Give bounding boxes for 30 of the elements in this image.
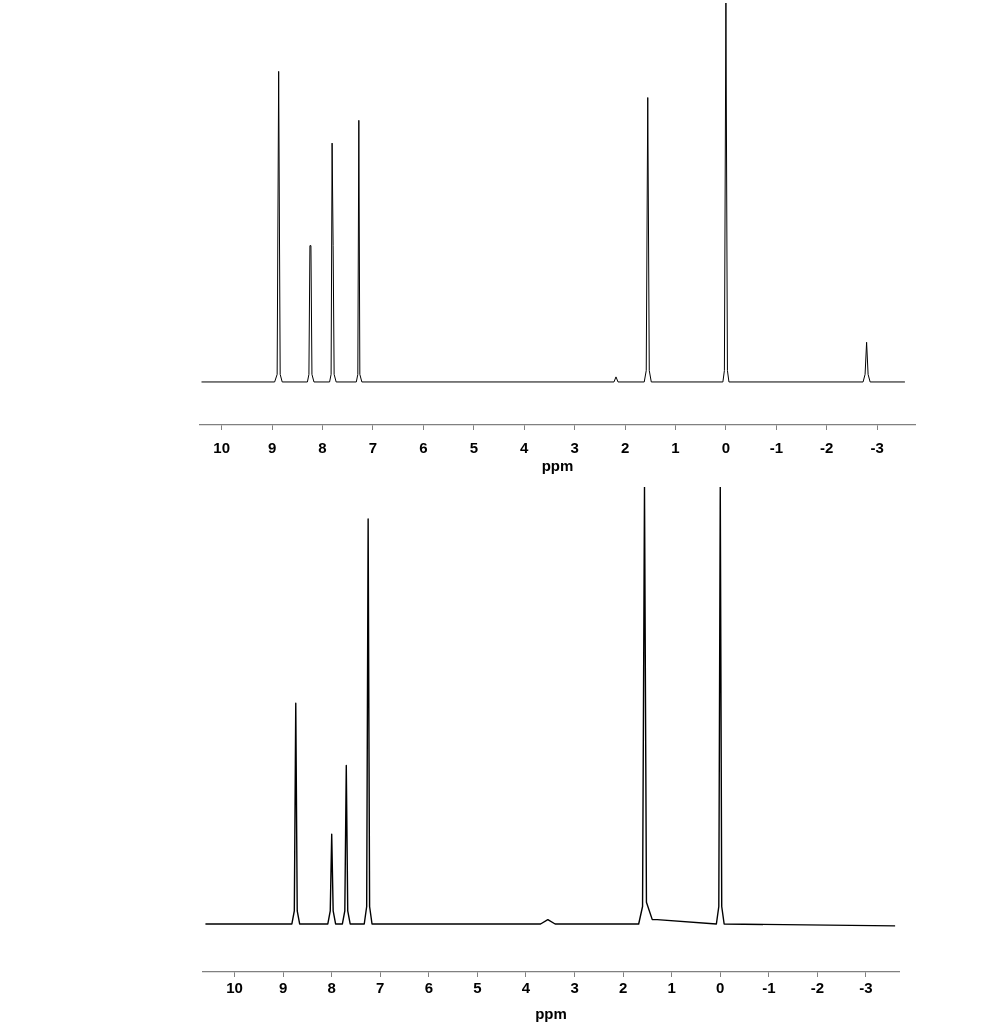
x-tick-label: 2 [620, 439, 630, 457]
x-tick-label: 4 [520, 439, 530, 457]
x-tick-label: 0 [721, 439, 731, 457]
x-tick-label: 5 [473, 979, 482, 997]
x-tick-label: 2 [618, 979, 628, 997]
x-tick-label: -3 [870, 439, 884, 457]
x-tick-label: -2 [810, 979, 825, 997]
x-tick-label: 3 [570, 979, 579, 997]
x-tick-label: 7 [376, 979, 385, 997]
x-tick-label: 10 [226, 979, 243, 997]
x-tick-label: -2 [820, 439, 834, 457]
x-tick-label: 1 [667, 979, 676, 997]
x-tick-label: 7 [368, 439, 378, 457]
x-tick-label: -1 [769, 439, 784, 457]
x-tick-label: 8 [327, 979, 336, 997]
x-tick-label: 0 [716, 979, 725, 997]
x-tick-label: 6 [419, 439, 428, 457]
x-tick-label: 1 [671, 439, 680, 457]
x-tick-label: -3 [859, 979, 873, 997]
x-tick-label: 6 [424, 979, 434, 997]
x-tick-label: 4 [521, 979, 531, 997]
x-tick-label: 8 [318, 439, 327, 457]
x-tick-label: 5 [469, 439, 478, 457]
x-tick-label: 9 [267, 439, 277, 457]
x-axis-title: ppm [535, 1005, 567, 1023]
x-tick-label: 10 [213, 439, 231, 457]
x-axis-title: ppm [541, 457, 574, 475]
x-tick-label: -1 [762, 979, 776, 997]
x-tick-label: 3 [570, 439, 579, 457]
x-tick-label: 9 [278, 979, 288, 997]
